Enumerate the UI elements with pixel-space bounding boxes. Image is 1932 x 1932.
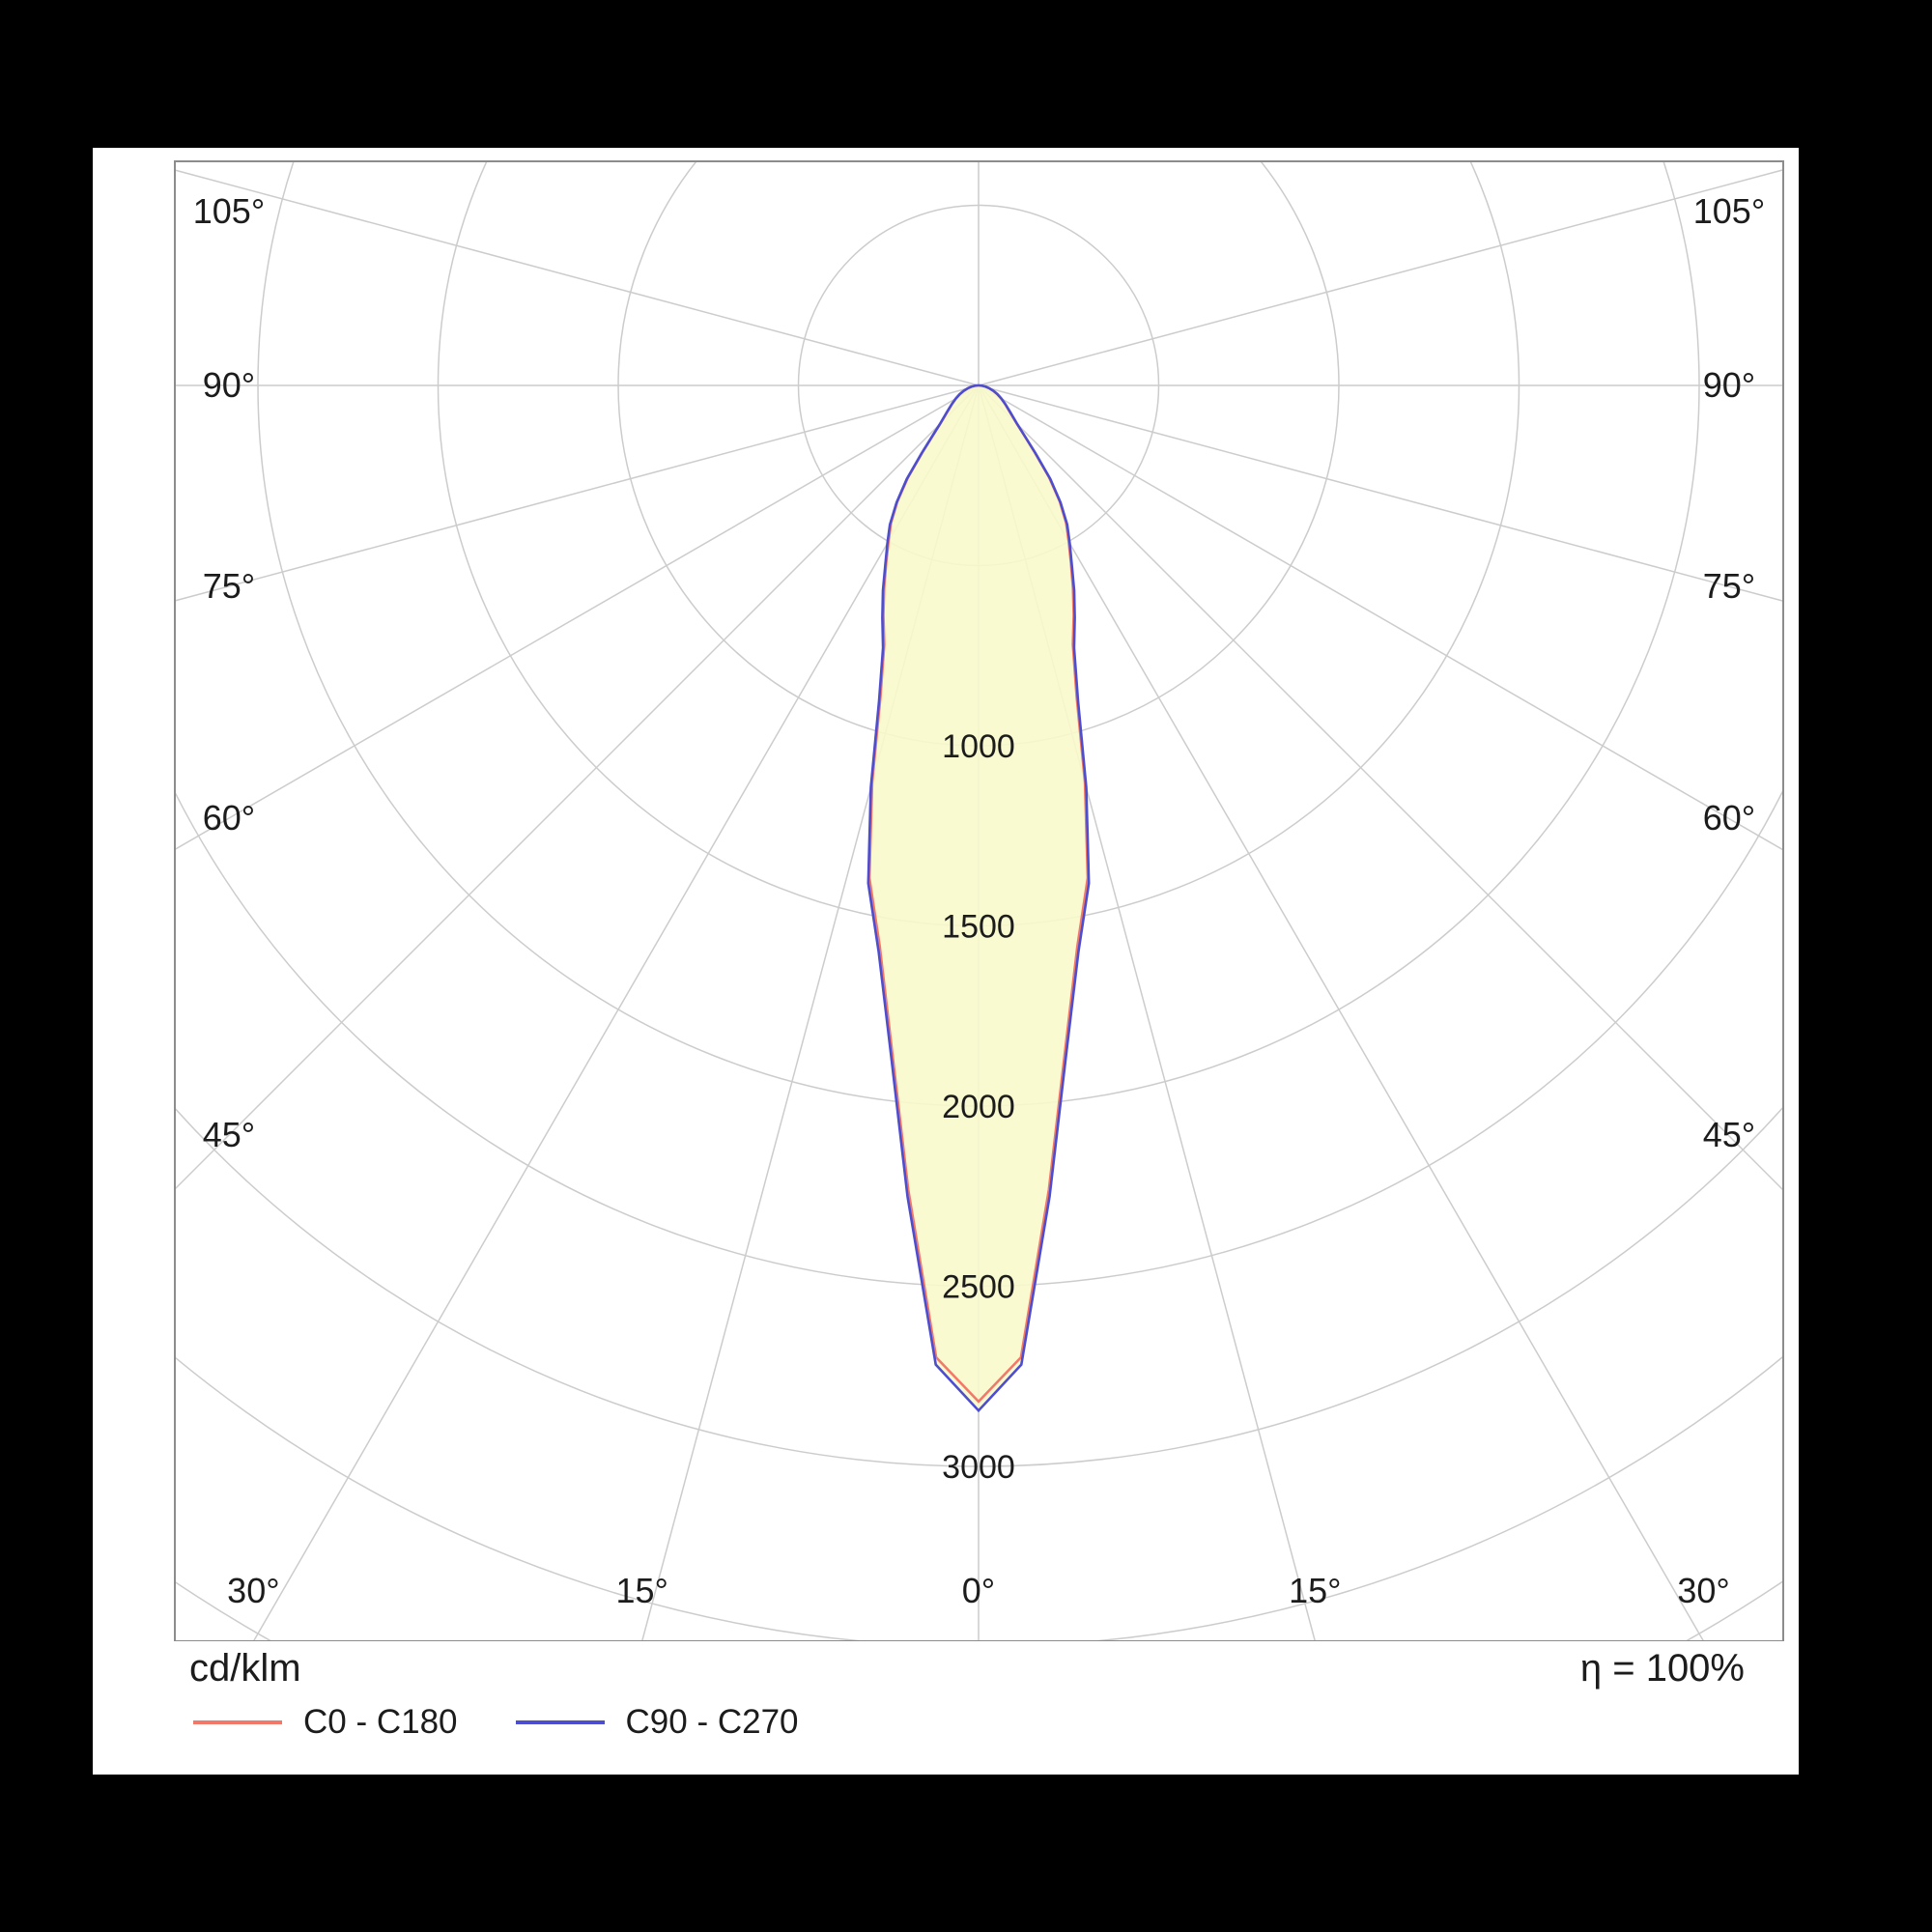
c90-c270-line-swatch	[515, 1720, 605, 1724]
svg-text:2000: 2000	[942, 1089, 1015, 1125]
photometric-panel: 0° 15° 15° 30° 30° 45° 45° 60° 60° 75° 75° 90° 90° 10…	[93, 148, 1799, 1775]
svg-text:105°: 105°	[193, 191, 265, 231]
svg-text:0°: 0°	[962, 1571, 995, 1610]
legend-label-c0-c180: C0 - C180	[303, 1703, 458, 1741]
c0-c180-line-swatch	[193, 1720, 282, 1724]
svg-text:1500: 1500	[942, 909, 1015, 946]
series-c90-c270-curve	[867, 384, 1091, 1413]
svg-text:45°: 45°	[1703, 1115, 1755, 1154]
svg-text:3000: 3000	[942, 1449, 1015, 1486]
chart-footer: cd/klm η = 100%	[189, 1647, 1745, 1690]
svg-text:105°: 105°	[1693, 191, 1765, 231]
svg-text:90°: 90°	[1703, 365, 1755, 405]
angle-scale-labels: 0° 15° 15° 30° 30° 45° 45° 60° 60° 75° 75° 90° 90° 10…	[193, 191, 1765, 1610]
legend-item-c90-c270: C90 - C270	[515, 1703, 799, 1742]
radial-scale-labels: 1000 1500 2000 2500 3000	[942, 728, 1015, 1486]
legend-item-c0-c180: C0 - C180	[193, 1703, 458, 1742]
efficiency-label: η = 100%	[1579, 1647, 1745, 1690]
svg-text:30°: 30°	[227, 1571, 279, 1610]
svg-text:60°: 60°	[203, 798, 255, 838]
svg-text:75°: 75°	[203, 566, 255, 606]
svg-text:45°: 45°	[203, 1115, 255, 1154]
legend: C0 - C180 C90 - C270	[193, 1703, 1745, 1742]
svg-text:60°: 60°	[1703, 798, 1755, 838]
svg-text:75°: 75°	[1703, 566, 1755, 606]
svg-text:15°: 15°	[1289, 1571, 1341, 1610]
chart-frame	[174, 160, 1784, 1641]
svg-text:30°: 30°	[1677, 1571, 1729, 1610]
units-label: cd/klm	[189, 1647, 301, 1690]
beam-fill	[867, 385, 1090, 1411]
svg-text:1000: 1000	[942, 728, 1015, 765]
svg-text:2500: 2500	[942, 1269, 1015, 1306]
legend-label-c90-c270: C90 - C270	[625, 1703, 799, 1741]
polar-diagram: 0° 15° 15° 30° 30° 45° 45° 60° 60° 75° 75° 90° 90° 10…	[174, 160, 1784, 1641]
svg-text:15°: 15°	[615, 1571, 668, 1610]
svg-text:90°: 90°	[203, 365, 255, 405]
